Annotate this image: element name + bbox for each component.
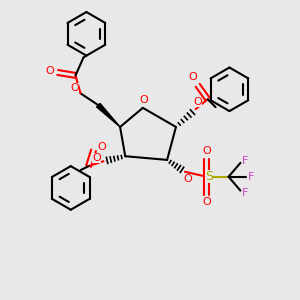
Text: F: F <box>242 156 249 166</box>
Text: O: O <box>194 97 202 107</box>
Text: O: O <box>92 153 101 163</box>
Text: O: O <box>202 146 211 156</box>
Text: O: O <box>70 83 79 93</box>
Text: F: F <box>248 172 254 182</box>
Text: O: O <box>184 174 192 184</box>
Text: O: O <box>97 142 106 152</box>
Text: O: O <box>45 67 54 76</box>
Text: O: O <box>202 197 211 208</box>
Polygon shape <box>97 103 120 127</box>
Text: O: O <box>188 72 197 82</box>
Text: F: F <box>242 188 249 198</box>
Text: O: O <box>140 95 148 105</box>
Text: S: S <box>205 170 213 183</box>
